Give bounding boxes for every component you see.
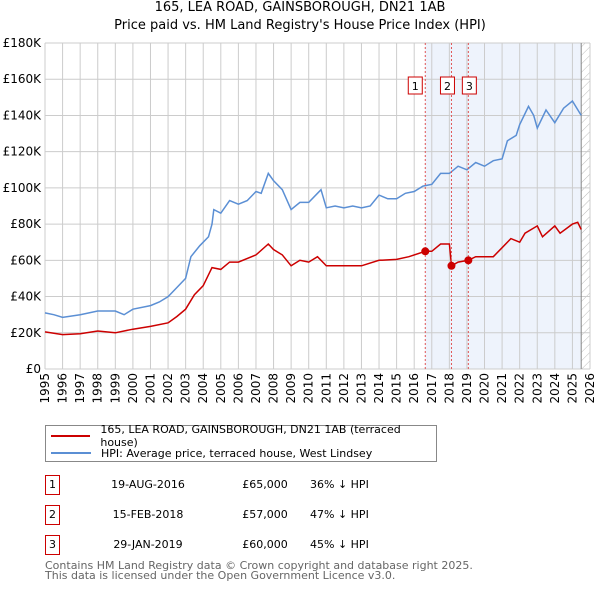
- x-tick-label: 2010: [302, 373, 316, 404]
- sale-badge-box: [461, 76, 477, 95]
- sale-point: [421, 247, 430, 256]
- sale-badge-number: 3: [466, 80, 473, 93]
- sale-price: £65,000: [242, 478, 288, 491]
- sale-point: [447, 261, 456, 270]
- y-tick-label: £120K: [3, 145, 43, 159]
- sale-badge-number: 2: [444, 80, 451, 93]
- x-tick-label: 2006: [231, 373, 245, 404]
- future-hatch: [581, 43, 590, 369]
- x-tick-label: 2005: [214, 373, 228, 404]
- legend-swatch-red: [51, 435, 91, 437]
- sale-marker-badge: 1: [45, 475, 60, 495]
- x-tick-label: 2002: [161, 373, 175, 404]
- property-price-line: [44, 221, 582, 336]
- sale-hpi-diff: 47% ↓ HPI: [310, 508, 369, 521]
- x-tick-label: 1995: [38, 373, 52, 404]
- x-tick-label: 2026: [583, 373, 597, 404]
- y-tick-label: £160K: [3, 72, 43, 86]
- legend-item-property: 165, LEA ROAD, GAINSBOROUGH, DN21 1AB (t…: [51, 423, 436, 449]
- y-tick-label: £180K: [3, 36, 43, 50]
- hpi-line: [44, 99, 582, 319]
- y-tick-label: £60K: [10, 253, 42, 267]
- x-tick-label: 1999: [108, 373, 122, 404]
- x-tick-label: 2018: [442, 373, 456, 404]
- x-tick-label: 2014: [372, 373, 386, 404]
- x-tick-label: 2001: [143, 373, 157, 404]
- y-tick-label: £20K: [10, 326, 42, 340]
- x-tick-label: 2016: [407, 373, 421, 404]
- sale-marker-badge: 2: [45, 505, 60, 525]
- y-tick-label: £100K: [3, 181, 43, 195]
- x-tick-label: 2017: [425, 373, 439, 404]
- x-tick-label: 2003: [179, 373, 193, 404]
- sale-row: 2 15-FEB-2018 £57,000 47% ↓ HPI: [45, 505, 445, 525]
- x-tick-label: 2020: [478, 373, 492, 404]
- sale-badge-number: 1: [412, 80, 419, 93]
- x-tick-label: 2021: [495, 373, 509, 404]
- sale-marker-badge: 3: [45, 535, 60, 555]
- x-tick-label: 2012: [337, 373, 351, 404]
- x-tick-label: 2007: [249, 373, 263, 404]
- chart-title: 165, LEA ROAD, GAINSBOROUGH, DN21 1AB: [154, 0, 446, 15]
- sale-hpi-diff: 36% ↓ HPI: [310, 478, 369, 491]
- sale-row: 1 19-AUG-2016 £65,000 36% ↓ HPI: [45, 475, 445, 495]
- sale-row: 3 29-JAN-2019 £60,000 45% ↓ HPI: [45, 535, 445, 555]
- legend-swatch-blue: [51, 452, 91, 454]
- x-tick-label: 2023: [530, 373, 544, 404]
- x-tick-label: 2009: [284, 373, 298, 404]
- sale-date: 29-JAN-2019: [113, 538, 183, 551]
- footer-licence: This data is licensed under the Open Gov…: [45, 569, 396, 582]
- y-tick-label: £80K: [10, 217, 42, 231]
- y-tick-label: £40K: [10, 290, 42, 304]
- x-tick-label: 2000: [126, 373, 140, 404]
- sale-hpi-diff: 45% ↓ HPI: [310, 538, 369, 551]
- legend-label-property: 165, LEA ROAD, GAINSBOROUGH, DN21 1AB (t…: [100, 423, 401, 449]
- sale-price: £57,000: [242, 508, 288, 521]
- x-tick-label: 2004: [196, 373, 210, 404]
- sale-badge-box: [439, 76, 455, 95]
- x-tick-label: 1997: [73, 373, 87, 404]
- x-tick-label: 2008: [267, 373, 281, 404]
- legend: 165, LEA ROAD, GAINSBOROUGH, DN21 1AB (t…: [45, 423, 437, 462]
- sale-price: £60,000: [242, 538, 288, 551]
- x-tick-label: 2024: [548, 373, 562, 404]
- x-tick-label: 2013: [354, 373, 368, 404]
- sale-date: 19-AUG-2016: [111, 478, 185, 491]
- x-tick-label: 1996: [56, 373, 70, 404]
- legend-item-hpi: HPI: Average price, terraced house, West…: [51, 445, 372, 461]
- sale-date: 15-FEB-2018: [112, 508, 184, 521]
- legend-label-hpi: HPI: Average price, terraced house, West…: [101, 446, 373, 460]
- price-chart: £0 £20K £40K £60K £80K £100K £120K £140K £160K £1…: [3, 36, 597, 404]
- x-tick-label: 2022: [513, 373, 527, 404]
- x-tick-label: 2025: [565, 373, 579, 404]
- y-tick-label: £0: [26, 362, 41, 376]
- x-tick-label: 1998: [91, 373, 105, 404]
- x-tick-label: 2015: [390, 373, 404, 404]
- sale-badge-box: [407, 76, 423, 95]
- chart-subtitle: Price paid vs. HM Land Registry's House …: [114, 18, 486, 33]
- footer-copyright: Contains HM Land Registry data © Crown c…: [45, 559, 473, 572]
- sale-point: [464, 256, 473, 265]
- x-tick-label: 2019: [460, 373, 474, 404]
- x-tick-label: 2011: [319, 373, 333, 404]
- y-tick-label: £140K: [3, 108, 43, 122]
